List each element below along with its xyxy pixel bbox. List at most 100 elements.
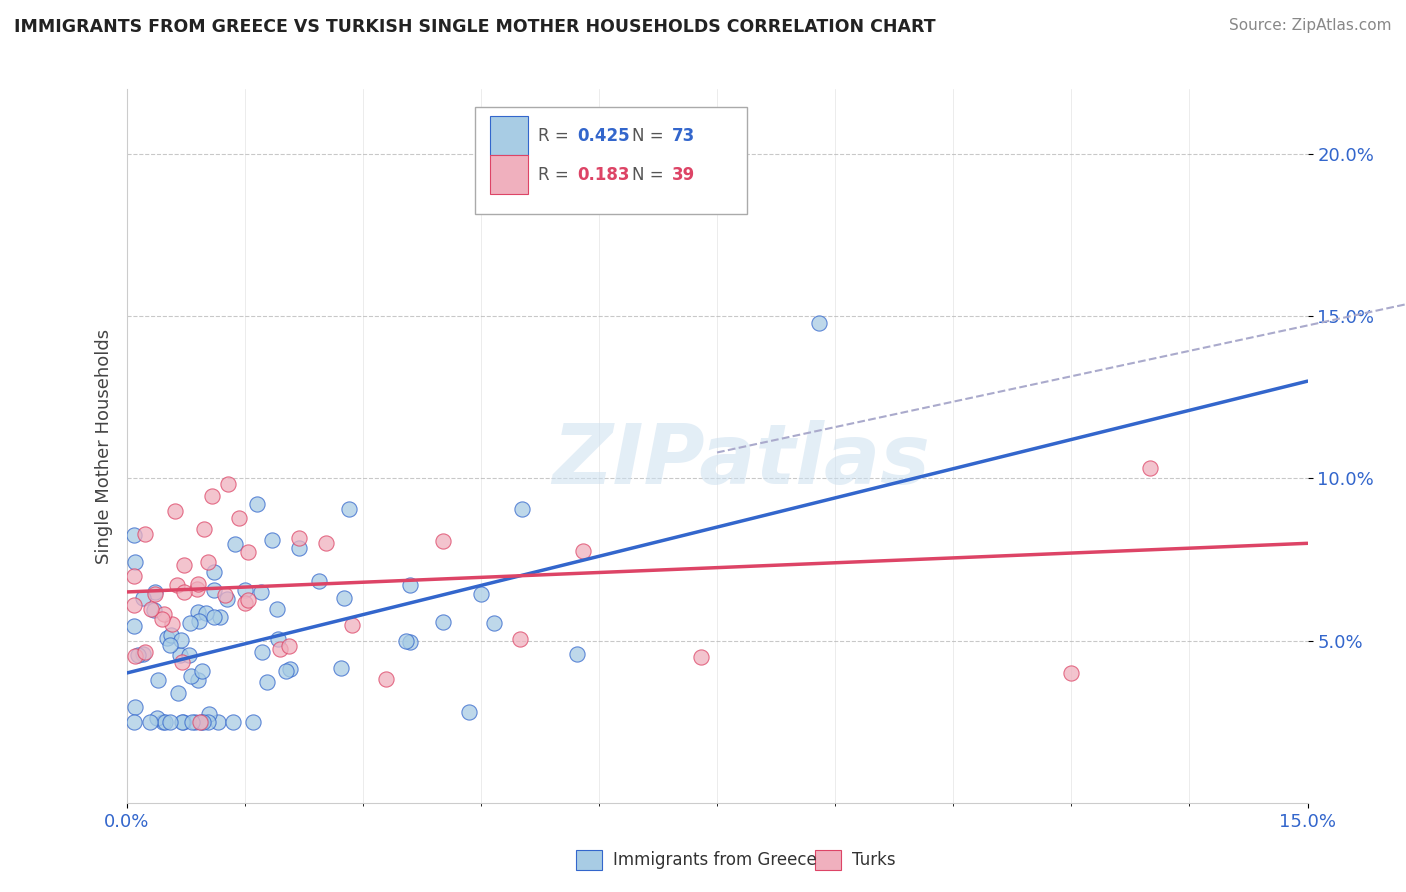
Point xyxy=(132,648,155,662)
Point xyxy=(470,587,492,601)
Point xyxy=(172,714,194,729)
Text: 0.425: 0.425 xyxy=(578,127,630,145)
Point xyxy=(124,649,146,664)
Point xyxy=(458,705,481,719)
Point xyxy=(180,669,202,683)
Point xyxy=(221,714,243,729)
Text: Source: ZipAtlas.com: Source: ZipAtlas.com xyxy=(1229,18,1392,33)
Point xyxy=(202,565,225,579)
Point xyxy=(160,628,183,642)
Point xyxy=(153,714,176,729)
Point xyxy=(166,578,188,592)
Point xyxy=(494,186,516,200)
Point xyxy=(156,631,179,645)
Point xyxy=(288,541,311,555)
Point xyxy=(183,714,205,729)
Point xyxy=(187,576,209,591)
Point xyxy=(207,714,229,729)
Point xyxy=(209,610,232,624)
Point xyxy=(690,649,713,664)
Point xyxy=(152,714,174,729)
Point xyxy=(1060,666,1083,681)
Point xyxy=(235,582,257,597)
Point xyxy=(143,584,166,599)
Point xyxy=(187,673,209,688)
Point xyxy=(124,598,146,612)
Point xyxy=(179,648,201,662)
Point xyxy=(269,642,291,657)
Point xyxy=(280,662,302,676)
Point xyxy=(238,592,260,607)
Point xyxy=(201,489,224,503)
Point xyxy=(246,497,269,511)
Point xyxy=(193,522,215,536)
Point xyxy=(250,584,273,599)
Point xyxy=(256,675,278,690)
Point xyxy=(142,602,165,616)
Y-axis label: Single Mother Households: Single Mother Households xyxy=(94,328,112,564)
Point xyxy=(235,596,257,610)
Point xyxy=(170,632,193,647)
Point xyxy=(197,555,219,569)
FancyBboxPatch shape xyxy=(491,155,529,194)
Point xyxy=(186,582,208,596)
Point xyxy=(124,555,146,569)
Point xyxy=(395,633,418,648)
Point xyxy=(167,686,190,700)
Point xyxy=(160,617,183,632)
Point xyxy=(146,711,169,725)
Point xyxy=(170,714,193,729)
Point xyxy=(224,537,246,551)
Point xyxy=(181,714,204,729)
Text: N =: N = xyxy=(633,166,669,184)
Point xyxy=(512,502,534,516)
Point xyxy=(214,588,236,602)
Text: Immigrants from Greece: Immigrants from Greece xyxy=(613,851,817,869)
Point xyxy=(197,714,219,729)
Point xyxy=(432,615,454,629)
Text: R =: R = xyxy=(537,127,574,145)
Point xyxy=(202,582,225,597)
Point xyxy=(572,544,595,558)
Point xyxy=(315,536,337,550)
Point xyxy=(330,661,353,675)
Point xyxy=(159,638,181,652)
Point xyxy=(340,617,363,632)
Text: 73: 73 xyxy=(672,127,696,145)
Point xyxy=(236,545,259,559)
Point xyxy=(482,615,505,630)
Point xyxy=(173,585,195,599)
Point xyxy=(134,526,156,541)
Point xyxy=(399,578,422,592)
Point xyxy=(139,714,162,729)
Point xyxy=(1139,461,1161,475)
Point xyxy=(288,531,311,545)
Text: R =: R = xyxy=(537,166,574,184)
Point xyxy=(193,714,215,729)
Point xyxy=(124,619,146,633)
FancyBboxPatch shape xyxy=(491,116,529,155)
Point xyxy=(333,591,356,605)
Point xyxy=(172,655,194,669)
Point xyxy=(215,591,238,606)
Point xyxy=(217,477,239,491)
Point xyxy=(202,610,225,624)
Point xyxy=(398,635,420,649)
Point xyxy=(808,316,831,330)
Point xyxy=(159,714,181,729)
Point xyxy=(509,632,531,647)
Point xyxy=(308,574,330,588)
Point xyxy=(143,587,166,601)
Point xyxy=(191,664,214,678)
Point xyxy=(150,612,173,626)
Point xyxy=(124,528,146,542)
Point xyxy=(134,645,156,659)
Point xyxy=(187,605,209,619)
Point xyxy=(197,706,219,721)
Point xyxy=(152,607,174,622)
Point xyxy=(124,568,146,582)
Point xyxy=(267,632,290,646)
Point xyxy=(127,648,149,662)
Text: 0.183: 0.183 xyxy=(578,166,630,184)
Point xyxy=(266,602,288,616)
